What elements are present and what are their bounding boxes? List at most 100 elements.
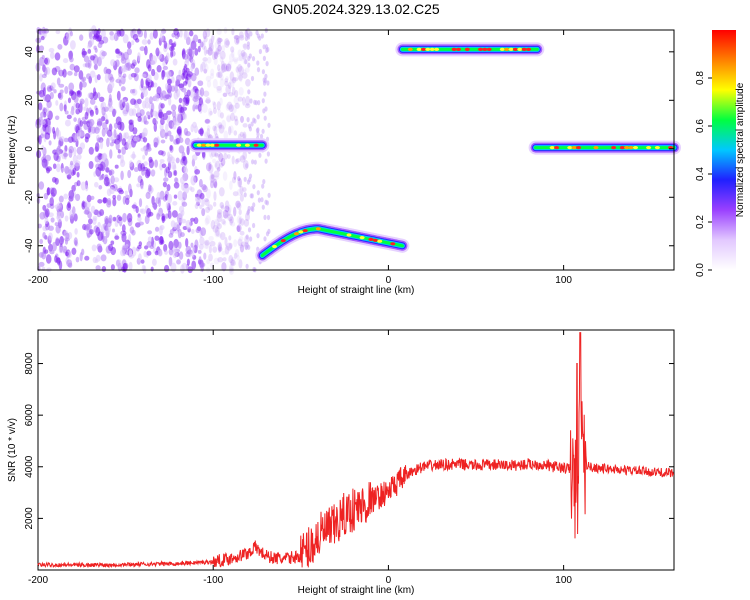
- noise-blob: [208, 163, 214, 174]
- noise-blob: [136, 98, 142, 105]
- track-peak: [526, 47, 532, 52]
- noise-blob: [108, 80, 115, 89]
- noise-blob: [182, 81, 188, 86]
- noise-blob: [66, 114, 72, 120]
- noise-blob: [81, 77, 85, 83]
- noise-blob: [225, 40, 231, 46]
- noise-blob: [228, 235, 232, 241]
- noise-blob: [101, 106, 106, 116]
- noise-blob: [164, 57, 170, 63]
- noise-blob: [203, 45, 207, 56]
- y-tick-label: 0: [24, 146, 35, 152]
- noise-blob: [227, 103, 234, 113]
- noise-blob: [229, 263, 233, 274]
- noise-blob: [106, 188, 112, 197]
- noise-blob: [238, 65, 244, 76]
- noise-blob: [64, 110, 69, 115]
- noise-blob: [219, 50, 226, 60]
- noise-blob: [44, 132, 51, 140]
- noise-blob: [216, 223, 222, 230]
- noise-blob: [108, 243, 114, 252]
- noise-blob: [241, 53, 247, 60]
- noise-blob: [173, 182, 180, 189]
- noise-blob: [86, 194, 92, 203]
- noise-blob: [197, 38, 202, 44]
- noise-blob: [177, 241, 182, 249]
- noise-blob: [154, 120, 159, 125]
- noise-blob: [267, 228, 271, 234]
- noise-blob: [96, 243, 102, 251]
- snr-frame: [37, 329, 675, 571]
- noise-blob: [122, 262, 128, 272]
- noise-blob: [187, 78, 192, 88]
- noise-blob: [102, 122, 107, 130]
- noise-blob: [112, 198, 117, 207]
- noise-blob: [128, 183, 132, 194]
- noise-blob: [230, 260, 236, 267]
- noise-blob: [230, 221, 236, 227]
- noise-blob: [263, 91, 267, 97]
- noise-blob: [171, 42, 176, 48]
- noise-blob: [40, 120, 46, 126]
- noise-blob: [197, 249, 202, 254]
- noise-blob: [207, 204, 213, 211]
- noise-blob: [69, 40, 76, 50]
- noise-blob: [244, 103, 251, 109]
- noise-blob: [177, 112, 182, 122]
- noise-blob: [48, 140, 52, 146]
- y-tick-label: -40: [24, 238, 35, 253]
- noise-blob: [212, 224, 219, 233]
- noise-blob: [89, 98, 96, 105]
- noise-blob: [261, 128, 265, 134]
- noise-blob: [74, 228, 78, 235]
- noise-blob: [121, 224, 126, 233]
- noise-blob: [45, 167, 51, 174]
- noise-blob: [42, 87, 46, 97]
- noise-blob: [233, 35, 240, 40]
- noise-blob: [157, 197, 162, 208]
- noise-blob: [236, 254, 240, 261]
- noise-blob: [210, 174, 215, 180]
- noise-blob: [213, 57, 218, 66]
- noise-blob: [143, 30, 147, 39]
- noise-blob: [48, 243, 54, 252]
- noise-blob: [215, 230, 221, 237]
- noise-blob: [237, 56, 243, 62]
- noise-blob: [194, 67, 200, 76]
- noise-blob: [263, 214, 267, 220]
- noise-blob: [232, 57, 239, 63]
- noise-blob: [192, 96, 199, 103]
- noise-blob: [133, 167, 139, 173]
- noise-blob: [211, 174, 216, 181]
- noise-blob: [113, 177, 120, 183]
- noise-blob: [63, 152, 69, 157]
- noise-blob: [190, 242, 194, 248]
- noise-blob: [265, 200, 269, 206]
- noise-blob: [205, 206, 211, 213]
- noise-blob: [226, 115, 232, 122]
- noise-blob: [146, 111, 151, 117]
- noise-blob: [249, 236, 253, 242]
- noise-blob: [172, 248, 178, 259]
- noise-blob: [52, 163, 57, 170]
- noise-blob: [64, 119, 71, 127]
- noise-blob: [118, 79, 122, 87]
- noise-blob: [170, 262, 177, 273]
- noise-blob: [118, 216, 123, 222]
- noise-blob: [257, 100, 261, 106]
- noise-blob: [209, 173, 215, 184]
- noise-blob: [119, 99, 124, 109]
- noise-blob: [219, 97, 223, 106]
- noise-blob: [225, 84, 232, 95]
- noise-blob: [181, 87, 187, 93]
- x-tick-label: 0: [386, 575, 392, 586]
- noise-blob: [221, 119, 226, 130]
- noise-blob: [132, 33, 139, 41]
- noise-blob: [208, 253, 213, 262]
- noise-blob: [239, 244, 245, 253]
- noise-blob: [223, 153, 228, 160]
- noise-blob: [38, 261, 45, 267]
- noise-blob: [214, 153, 220, 158]
- noise-blob: [236, 215, 243, 225]
- noise-blob: [122, 34, 129, 44]
